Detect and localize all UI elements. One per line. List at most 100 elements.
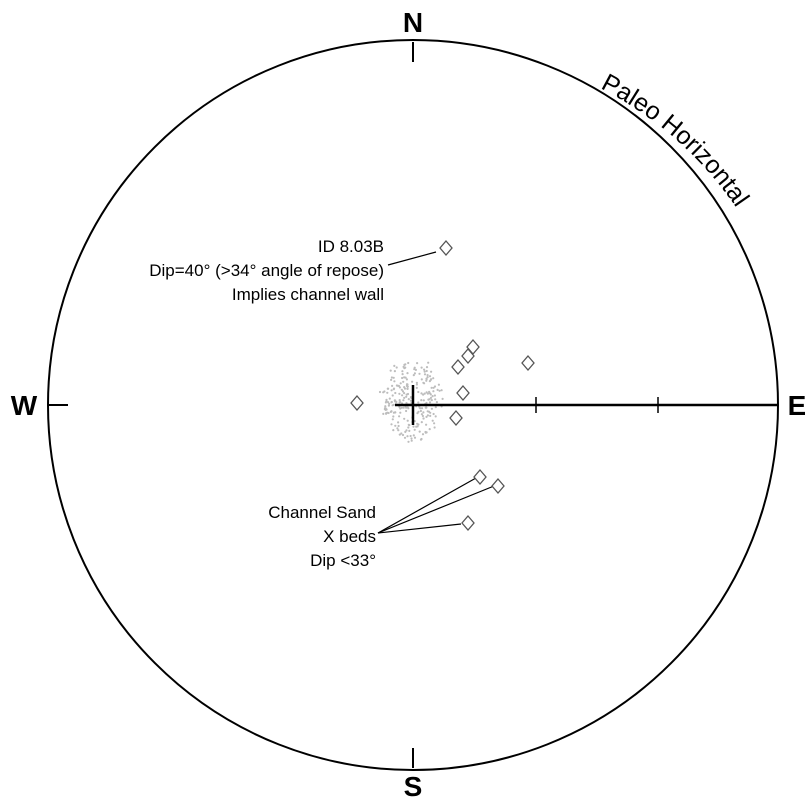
scatter-dot (407, 398, 410, 401)
scatter-dot (426, 374, 429, 377)
scatter-dot (405, 409, 408, 413)
scatter-dot (432, 390, 435, 393)
scatter-dot (433, 394, 436, 397)
scatter-dot (422, 399, 425, 402)
scatter-dot (416, 362, 419, 365)
scatter-dot (399, 382, 402, 385)
pole-marker (449, 410, 463, 426)
scatter-dot (387, 401, 390, 404)
scatter-dot (406, 435, 409, 438)
scatter-dot (402, 399, 405, 402)
pole-markers (350, 240, 535, 531)
scatter-dot (392, 376, 395, 379)
scatter-dot (432, 412, 435, 416)
pole-marker (451, 359, 465, 375)
pole-marker (461, 348, 475, 364)
scatter-dot (419, 409, 422, 413)
scatter-dot (422, 393, 425, 396)
scatter-dot (386, 411, 389, 414)
scatter-dot (389, 369, 392, 372)
pole-scatter-cloud (378, 361, 444, 443)
scatter-dot (401, 370, 404, 373)
scatter-dot (423, 368, 426, 371)
scatter-dot (405, 395, 408, 398)
scatter-dot (427, 398, 430, 401)
annotation-id803b-line1: ID 8.03B (318, 237, 384, 256)
pole-marker (350, 395, 364, 411)
scatter-dot (428, 428, 431, 431)
scatter-dot (412, 434, 415, 437)
scatter-dot (423, 370, 426, 373)
scatter-dot (430, 386, 433, 389)
leader-line-id803b (387, 251, 437, 266)
annotation-channel-line1: Channel Sand (268, 503, 376, 522)
scatter-dot (417, 401, 420, 404)
scatter-dot (432, 386, 435, 389)
scatter-dot (397, 421, 400, 424)
scatter-dot (413, 428, 416, 431)
scatter-dot (391, 394, 394, 397)
scatter-dot (413, 372, 416, 375)
scatter-dot (391, 404, 394, 407)
scatter-dot (401, 390, 405, 393)
scatter-dot (401, 376, 404, 380)
scatter-dot (406, 392, 410, 396)
scatter-dot (430, 399, 433, 402)
scatter-dot (407, 440, 410, 443)
paleo-horizontal-text: Paleo Horizontal (597, 69, 754, 212)
scatter-dot (430, 407, 433, 410)
annotation-id803b-line2: Dip=40° (>34° angle of repose) (149, 261, 384, 280)
scatter-dot (433, 385, 437, 388)
scatter-dot (409, 396, 413, 399)
scatter-dot (398, 401, 401, 404)
scatter-dot (398, 415, 401, 418)
scatter-dot (410, 439, 413, 442)
scatter-dot (401, 373, 404, 376)
scatter-dot (405, 378, 408, 381)
scatter-dot (431, 419, 434, 422)
paleo-horizontal-label: Paleo Horizontal (597, 69, 754, 212)
scatter-dot (411, 380, 414, 383)
scatter-dot (414, 368, 417, 371)
scatter-dot (425, 369, 428, 373)
scatter-dot (404, 363, 407, 366)
scatter-dot (434, 415, 437, 418)
scatter-dot (407, 423, 410, 426)
scatter-dot (425, 401, 428, 405)
scatter-dot (403, 396, 406, 399)
scatter-dot (431, 395, 434, 398)
scatter-dot (399, 411, 402, 414)
scatter-dot (423, 373, 427, 376)
scatter-dot (420, 421, 423, 424)
scatter-dot (378, 390, 382, 394)
scatter-dot (386, 391, 389, 394)
scatter-dot (388, 397, 391, 400)
scatter-dot (430, 370, 433, 373)
scatter-dot (406, 383, 409, 386)
scatter-dot (401, 433, 405, 437)
scatter-dot (392, 415, 395, 418)
scatter-dot (401, 394, 404, 397)
scatter-dot (428, 392, 431, 395)
scatter-dot (390, 389, 393, 392)
scatter-dot (382, 391, 385, 394)
scatter-dot (430, 378, 433, 381)
scatter-dot (398, 386, 401, 389)
scatter-dot (390, 376, 393, 379)
scatter-dot (416, 412, 419, 415)
scatter-dot (384, 407, 387, 410)
scatter-dot (402, 406, 405, 409)
scatter-dot (386, 387, 389, 390)
scatter-dot (389, 410, 392, 413)
scatter-dot (419, 407, 422, 410)
scatter-dot (406, 406, 409, 409)
scatter-dot (429, 396, 433, 399)
scatter-dot (420, 392, 423, 395)
scatter-dot (437, 383, 440, 386)
scatter-dot (412, 425, 415, 428)
west-label: W (11, 390, 38, 421)
scatter-dot (397, 429, 400, 432)
scatter-dot (421, 414, 424, 418)
scatter-dot (425, 431, 428, 434)
